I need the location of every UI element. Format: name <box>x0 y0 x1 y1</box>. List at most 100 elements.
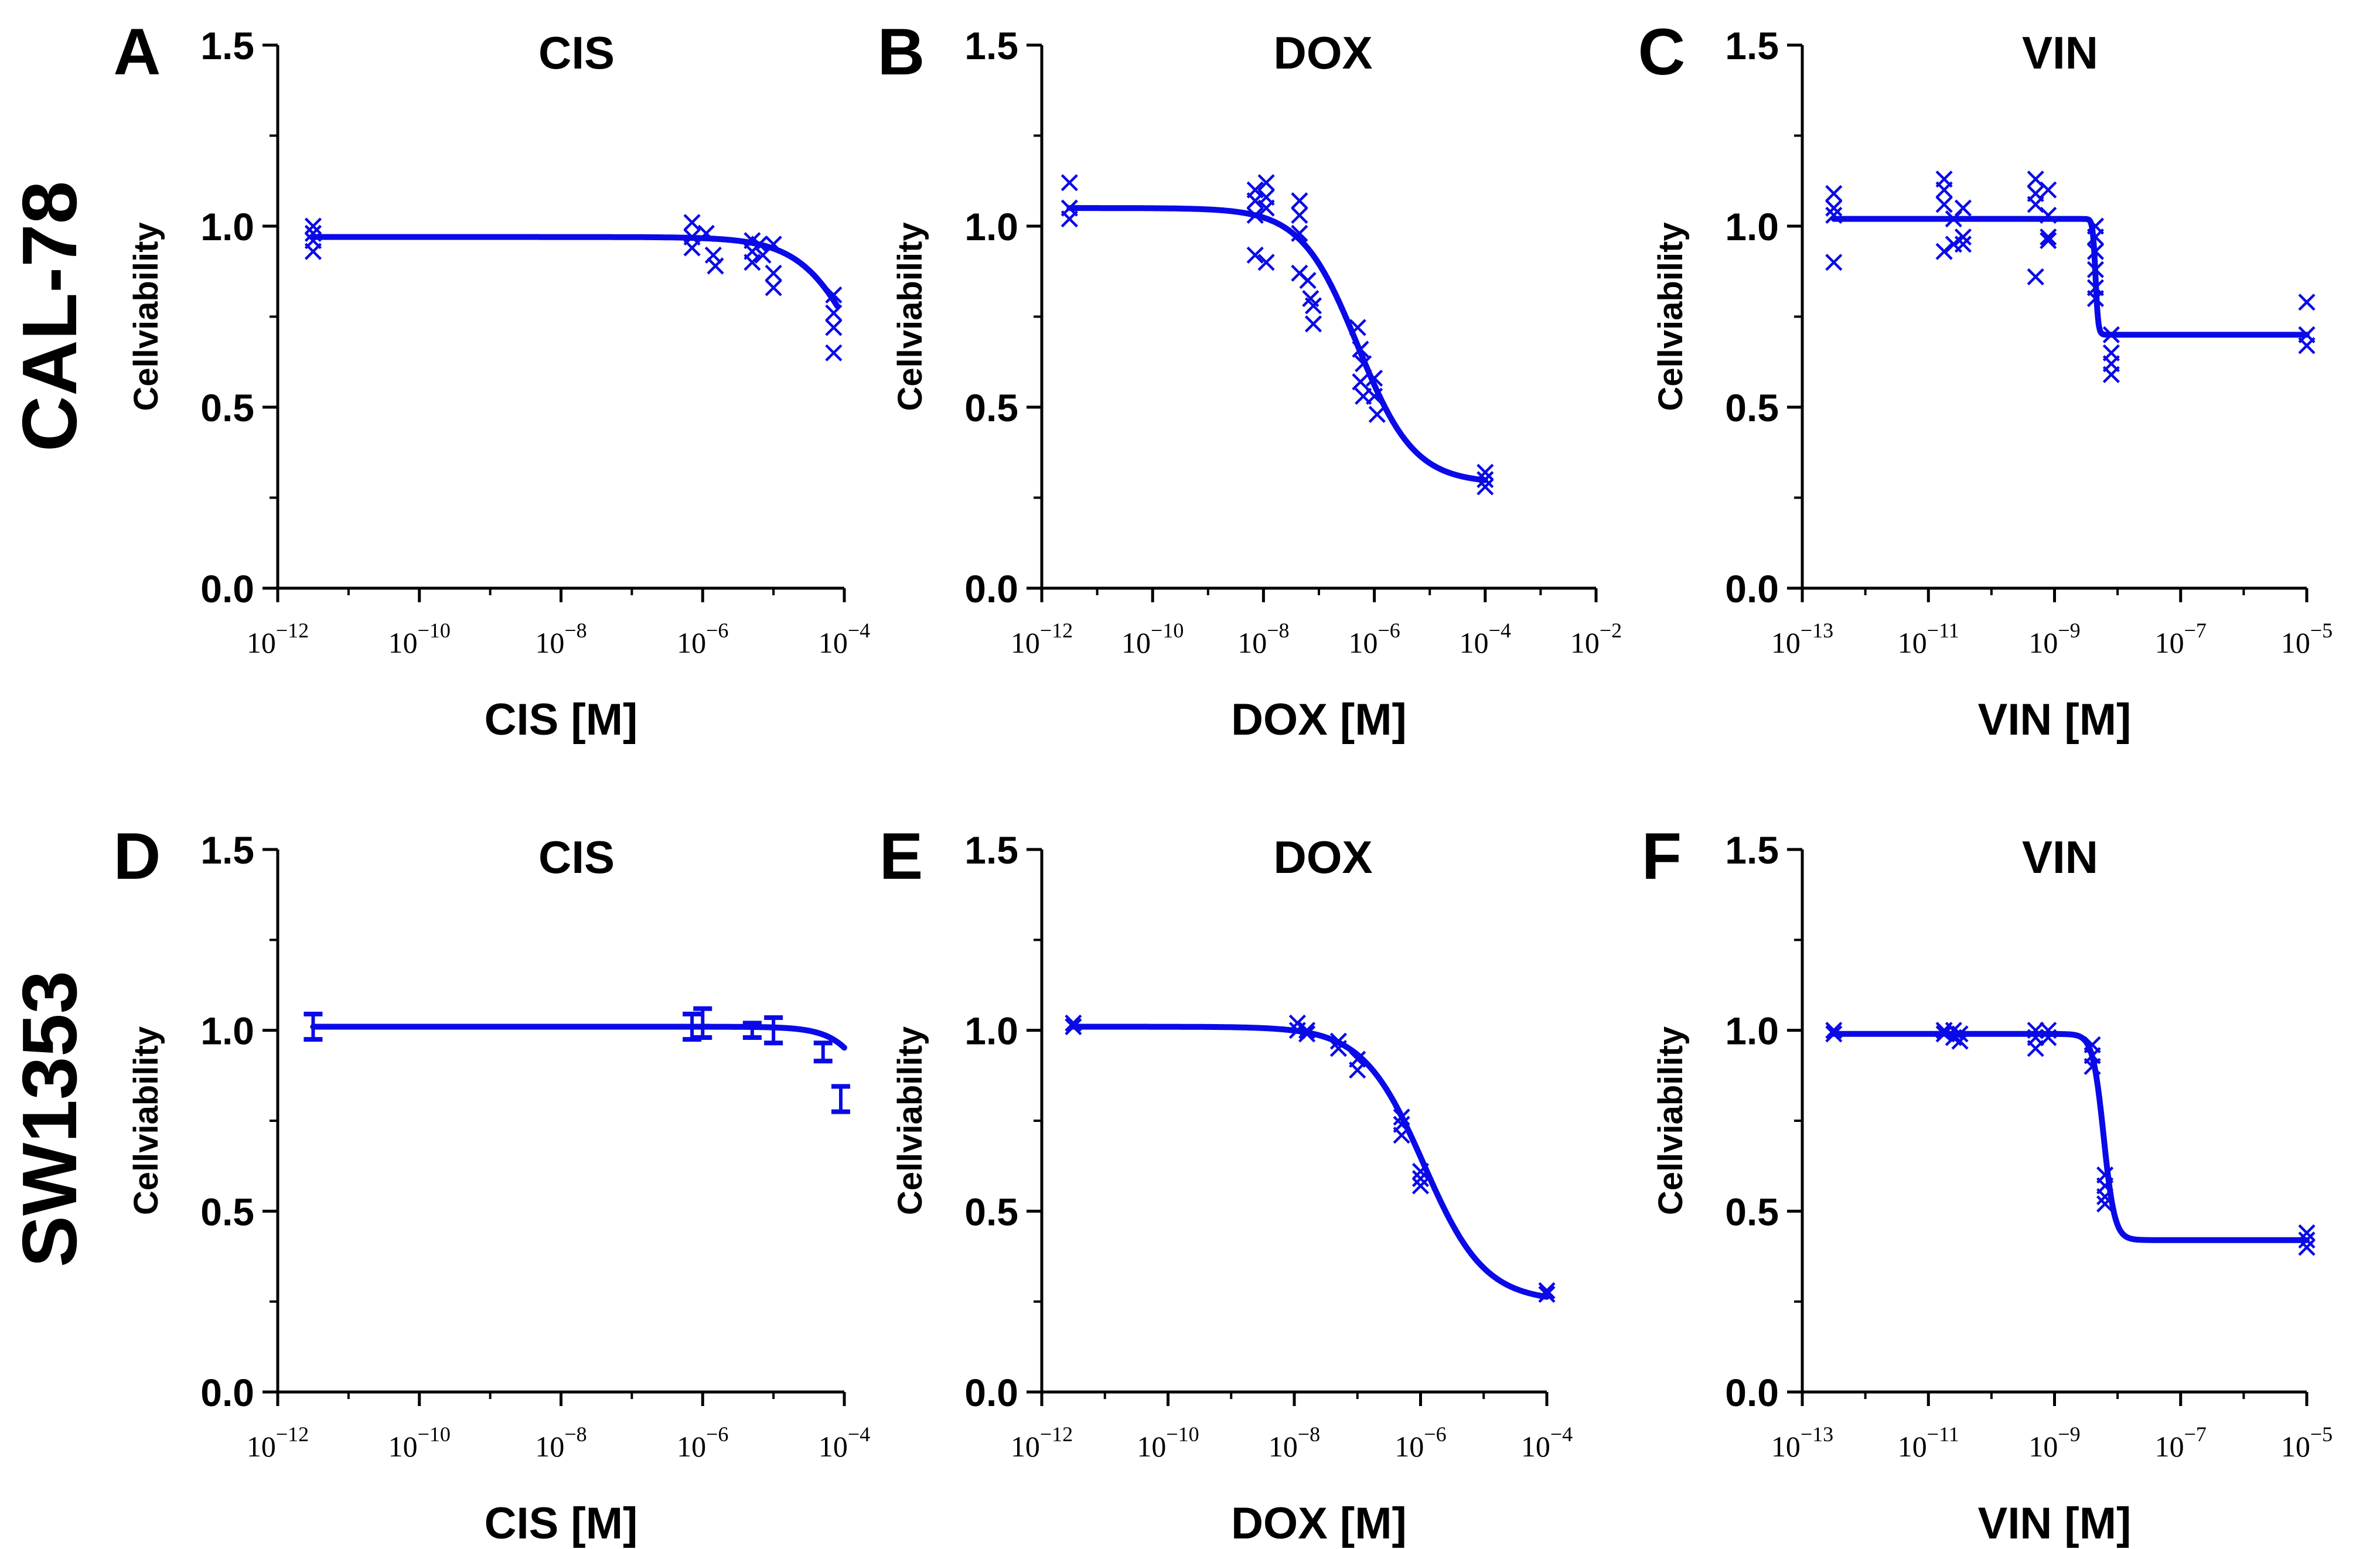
y-tick-label: 1.0 <box>200 205 254 248</box>
x-tick-label: 10−13 <box>1771 619 1833 659</box>
chart-title: DOX <box>1273 27 1372 79</box>
x-tick-label: 10−8 <box>1269 1422 1320 1463</box>
data-point <box>1538 1282 1556 1299</box>
data-point <box>825 304 843 322</box>
data-point <box>1825 1025 1843 1043</box>
data-point <box>1257 254 1275 271</box>
x-tick-label: 10−11 <box>1898 619 1959 659</box>
data-point <box>1291 224 1308 242</box>
data-point <box>744 254 761 271</box>
data-point <box>304 224 322 242</box>
data-point <box>1477 478 1494 496</box>
data-point <box>1825 254 1843 271</box>
y-tick-label: 0.0 <box>1725 567 1779 610</box>
x-tick-label: 10−10 <box>1137 1422 1199 1463</box>
data-point <box>2298 337 2316 354</box>
data-point <box>2027 1022 2044 1039</box>
fit-curve <box>1830 1031 2310 1243</box>
y-tick-label: 0.5 <box>1725 1190 1779 1233</box>
data-point <box>1825 1022 1843 1039</box>
panel-c: C VIN 0.0 0.5 1.0 1.5 10−13 10−11 10−9 10−7 10−5 VI… <box>1638 15 2333 745</box>
y-tick-label: 1.0 <box>1725 1009 1779 1053</box>
data-point <box>2298 1224 2316 1241</box>
y-tick-label: 1.0 <box>964 1009 1018 1053</box>
data-point <box>1366 387 1383 405</box>
data-point <box>1299 272 1317 289</box>
y-tick-label: 0.5 <box>964 386 1018 429</box>
y-axis-label: Cellviability <box>891 222 929 411</box>
data-point <box>1065 1014 1082 1032</box>
y-tick-label: 1.5 <box>1725 24 1779 67</box>
panel-f: F VIN 0.0 0.5 1.0 1.5 10−13 10−11 10−9 10−7 10−5 VI… <box>1642 820 2333 1548</box>
data-point <box>1477 463 1494 481</box>
data-point <box>1065 1018 1082 1036</box>
data-point <box>1393 1127 1410 1144</box>
x-tick-label: 10−4 <box>1460 619 1511 659</box>
data-point <box>1246 206 1264 224</box>
data-point <box>1477 471 1494 489</box>
x-tick-label: 10−9 <box>2028 619 2080 659</box>
y-tick-label: 1.5 <box>200 828 254 872</box>
data-point <box>1411 1170 1430 1188</box>
data-point <box>1954 228 1972 246</box>
data-point <box>2102 326 2120 343</box>
chart-title: CIS <box>538 831 615 883</box>
row-label-cal78: CAL-78 <box>6 181 93 452</box>
data-point <box>1061 174 1078 192</box>
data-point <box>304 217 322 235</box>
data-points <box>1825 1022 2316 1256</box>
chart-title: CIS <box>538 27 615 79</box>
y-axis-label: Cellviability <box>1652 1026 1690 1215</box>
x-tick-label: 10−8 <box>535 1422 587 1463</box>
data-point <box>765 236 782 253</box>
data-points <box>1825 170 2316 383</box>
y-axis-label: Cellviability <box>127 222 165 411</box>
panel-letter: C <box>1638 15 1686 88</box>
fit-curve <box>1066 205 1488 483</box>
data-points <box>1061 174 1494 496</box>
data-point <box>704 246 722 264</box>
data-point <box>2040 181 2057 199</box>
x-tick-label: 10−12 <box>1011 619 1073 659</box>
y-tick-label: 1.5 <box>964 828 1018 872</box>
panel-letter: A <box>114 15 161 88</box>
fit-curve <box>1070 1023 1550 1300</box>
x-tick-label: 10−10 <box>388 619 451 659</box>
data-point <box>1825 185 1843 202</box>
y-tick-label: 1.0 <box>200 1009 254 1053</box>
data-points <box>1065 1014 1556 1303</box>
panel-letter: B <box>878 15 925 88</box>
y-tick-label: 0.0 <box>200 1371 254 1414</box>
data-point <box>1393 1108 1410 1126</box>
data-point <box>1257 174 1275 192</box>
data-point <box>1355 355 1372 373</box>
panel-letter: F <box>1642 820 1682 893</box>
data-point <box>1298 1022 1316 1039</box>
x-tick-label: 10−8 <box>535 619 587 659</box>
x-tick-label: 10−4 <box>819 619 870 659</box>
data-point <box>2040 232 2057 250</box>
data-point <box>697 224 715 242</box>
data-point <box>1951 1025 1969 1043</box>
data-point <box>825 319 843 336</box>
fit-curve <box>1830 216 2310 338</box>
data-point <box>2086 261 2105 278</box>
x-tick-label: 10−9 <box>2028 1422 2080 1463</box>
y-tick-label: 0.5 <box>1725 386 1779 429</box>
y-axis-label: Cellviability <box>127 1026 165 1215</box>
data-point <box>1061 210 1078 228</box>
data-point <box>304 243 322 260</box>
row-label-sw1353: SW1353 <box>6 971 93 1267</box>
panel-e: E DOX 0.0 0.5 1.0 1.5 10−12 10−10 10−8 10−6 10−4 DO… <box>879 820 1573 1548</box>
data-point-errorbar <box>304 1011 323 1042</box>
x-tick-label: 10−10 <box>1121 619 1184 659</box>
x-tick-label: 10−11 <box>1898 1422 1959 1463</box>
data-point <box>825 344 843 361</box>
data-point-errorbar <box>742 1021 762 1040</box>
data-point <box>1935 196 1953 213</box>
chart-title: VIN <box>2022 27 2098 79</box>
x-axis-label: CIS [M] <box>485 695 638 745</box>
x-tick-label: 10−12 <box>247 1422 309 1463</box>
panel-d: D CIS 0.0 0.5 1.0 1.5 10−12 10−10 10−8 10−6 10−4 CI… <box>114 820 871 1548</box>
data-point <box>1366 369 1383 387</box>
